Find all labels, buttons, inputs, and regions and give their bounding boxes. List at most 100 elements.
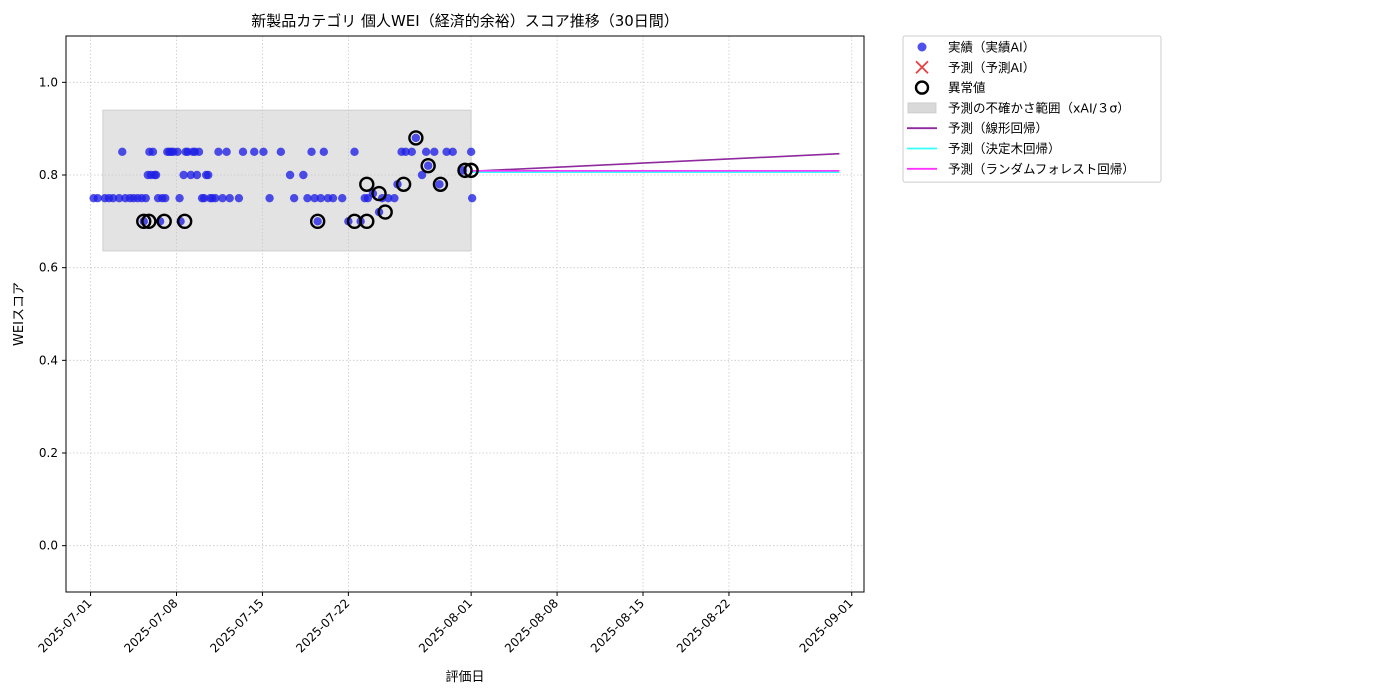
grid-layer [66, 36, 864, 592]
actual-point [466, 147, 476, 157]
anomaly-marker [377, 204, 393, 220]
actual-point [115, 193, 124, 203]
actual-point [407, 147, 416, 157]
actual-point [316, 193, 325, 203]
actual-point [222, 147, 231, 157]
prediction-lines [471, 152, 840, 174]
anomaly-marker [463, 162, 479, 179]
anomaly-marker [420, 158, 436, 174]
actual-point [430, 147, 439, 157]
x-tick-label: 2025-08-08 [502, 596, 561, 655]
anomaly-marker [457, 162, 473, 179]
actual-point [186, 170, 196, 180]
actual-point [118, 147, 127, 157]
actual-point [442, 147, 451, 157]
legend-swatch-anomaly [914, 80, 930, 95]
actual-point [423, 161, 433, 170]
y-tick-label: 0.0 [39, 539, 58, 553]
actual-point [108, 193, 118, 203]
actual-point [199, 193, 209, 203]
actual-point [225, 193, 234, 203]
actual-point [234, 193, 244, 203]
x-tick-label: 2025-08-15 [588, 596, 647, 655]
actual-point [173, 147, 182, 157]
anomaly-markers [136, 130, 479, 230]
anomaly-marker [432, 176, 449, 192]
actual-point [401, 147, 410, 157]
actual-point [204, 170, 213, 180]
legend-box [902, 35, 1162, 183]
actual-point [179, 170, 188, 180]
legend-label-predicted: 予測（予測AI） [948, 60, 1035, 75]
actual-point [448, 147, 457, 157]
actual-point [411, 133, 421, 143]
anomaly-marker [156, 213, 172, 230]
chart-title: 新製品カテゴリ 個人WEI（経済的余裕）スコア推移（30日間） [251, 12, 679, 30]
actual-point [211, 193, 220, 203]
actual-point [175, 193, 184, 203]
actual-point [250, 147, 259, 157]
legend-swatch-uncertainty [907, 102, 937, 114]
y-tick-label: 0.2 [39, 446, 58, 460]
actual-point [319, 147, 329, 157]
actual-point [151, 170, 161, 180]
anomaly-marker [408, 130, 424, 146]
y-tick-label: 0.6 [39, 261, 58, 275]
anomaly-marker [136, 213, 152, 230]
actual-point [214, 147, 223, 157]
actual-point [313, 217, 322, 226]
legend-label-forest: 予測（ランダムフォレスト回帰） [948, 161, 1135, 176]
actual-point [285, 170, 295, 180]
actual-point [417, 170, 427, 180]
legend-label-actual: 実績（実績AI） [948, 40, 1035, 55]
legend-label-linear: 予測（線形回帰） [948, 121, 1048, 136]
x-tick-label: 2025-09-01 [797, 596, 856, 655]
legend-swatch-predicted [915, 60, 929, 74]
actual-point [194, 147, 204, 157]
anomaly-marker [359, 213, 375, 230]
actual-point [148, 147, 158, 157]
x-tick-label: 2025-07-22 [293, 596, 352, 655]
actual-point [310, 193, 319, 203]
actual-point [350, 147, 359, 157]
legend-label-tree: 予測（決定木回帰） [948, 141, 1061, 156]
actual-point [238, 147, 248, 157]
actual-point [218, 193, 227, 203]
actual-point [265, 193, 274, 203]
x-tick-label: 2025-07-08 [121, 596, 180, 655]
actual-point [299, 170, 308, 180]
legend-label-anomaly: 異常値 [948, 80, 986, 95]
actual-point [307, 147, 316, 157]
actual-point [289, 193, 299, 203]
actual-point [435, 180, 444, 189]
legend-swatch-actual [917, 42, 927, 52]
actual-point [192, 170, 202, 180]
actual-point [421, 147, 431, 157]
legend-label-uncertainty: 予測の不確かさ範囲（xAI/３σ） [948, 100, 1130, 115]
actual-point [161, 193, 170, 203]
actual-point [328, 193, 338, 203]
anomaly-marker [395, 176, 412, 192]
actual-point [276, 147, 286, 157]
line-linear [471, 152, 840, 173]
actual-point [141, 193, 150, 203]
x-tick-label: 2025-08-22 [674, 596, 733, 655]
anomaly-marker [359, 176, 375, 192]
x-tick-label: 2025-07-01 [35, 596, 94, 655]
actual-point [467, 193, 477, 203]
y-tick-label: 1.0 [39, 75, 58, 89]
x-tick-label: 2025-07-15 [207, 596, 266, 655]
anomaly-marker [371, 185, 387, 202]
x-tick-label: 2025-08-01 [416, 596, 475, 655]
actual-point [390, 193, 399, 203]
actual-point [303, 193, 312, 203]
anomaly-marker [309, 213, 326, 230]
anomaly-marker [141, 213, 157, 230]
y-axis-label: WEIスコア [12, 282, 27, 346]
actual-point [93, 193, 102, 203]
plot-frame [65, 35, 865, 593]
y-tick-label: 0.4 [39, 353, 58, 367]
anomaly-marker [176, 213, 193, 230]
